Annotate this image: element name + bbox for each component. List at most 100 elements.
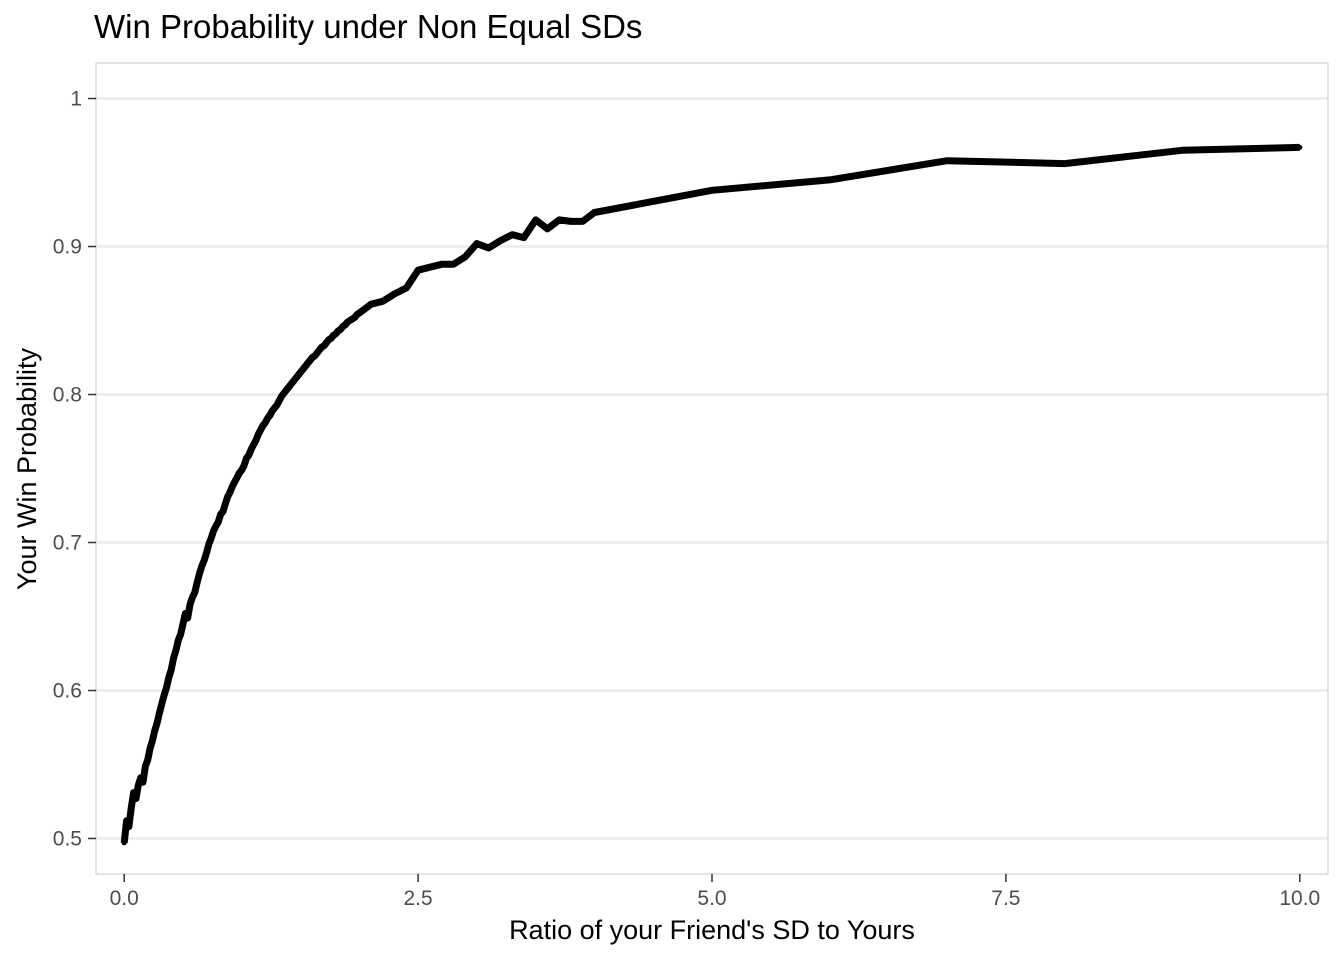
series-line bbox=[120, 143, 1300, 844]
data-point bbox=[262, 420, 268, 426]
data-point bbox=[187, 602, 193, 608]
data-point bbox=[474, 241, 480, 247]
data-point bbox=[197, 571, 202, 577]
data-point bbox=[149, 738, 155, 744]
data-point bbox=[556, 217, 562, 223]
x-tick-label: 2.5 bbox=[404, 887, 433, 910]
data-point bbox=[133, 796, 139, 801]
data-point bbox=[206, 541, 212, 547]
grid-lines bbox=[96, 97, 1328, 840]
data-points bbox=[121, 144, 1303, 846]
x-tick-label: 10.0 bbox=[1279, 887, 1320, 910]
y-tick-label: 0.6 bbox=[53, 679, 82, 702]
data-point bbox=[175, 637, 181, 643]
data-point bbox=[234, 474, 240, 480]
y-axis: 0.5 0.6 0.7 0.8 0.9 1 bbox=[53, 88, 96, 850]
data-point bbox=[126, 824, 132, 830]
data-point bbox=[182, 611, 188, 616]
data-point bbox=[229, 483, 235, 489]
data-point bbox=[255, 432, 261, 437]
y-tick-label: 0.8 bbox=[53, 384, 82, 407]
plot-panel bbox=[95, 62, 1329, 875]
data-point bbox=[246, 452, 252, 458]
data-point bbox=[128, 804, 134, 810]
x-tick-label: 7.5 bbox=[991, 887, 1020, 910]
data-point bbox=[124, 818, 130, 824]
data-point bbox=[194, 580, 200, 585]
y-tick-label: 0.7 bbox=[53, 531, 82, 554]
data-point bbox=[140, 779, 146, 785]
y-axis-title: Your Win Probability bbox=[12, 347, 42, 590]
data-point bbox=[227, 489, 233, 495]
data-point bbox=[1297, 144, 1303, 150]
data-point bbox=[253, 437, 259, 443]
y-tick-label: 1 bbox=[70, 88, 82, 111]
panel-border bbox=[95, 62, 1329, 875]
data-point bbox=[131, 790, 137, 796]
x-axis-title: Ratio of your Friend's SD to Yours bbox=[509, 915, 915, 945]
data-point bbox=[944, 158, 950, 164]
data-point bbox=[157, 710, 162, 716]
data-point bbox=[439, 261, 445, 267]
data-point bbox=[135, 782, 141, 788]
data-point bbox=[213, 523, 219, 529]
data-point bbox=[415, 267, 421, 273]
data-point bbox=[178, 631, 184, 637]
data-point bbox=[168, 667, 174, 673]
data-point bbox=[827, 177, 833, 183]
data-point bbox=[208, 535, 214, 541]
data-point bbox=[232, 479, 238, 485]
data-point bbox=[509, 232, 515, 238]
data-point bbox=[709, 187, 715, 193]
data-point bbox=[427, 264, 433, 270]
data-point bbox=[192, 590, 198, 596]
x-axis: 0.0 2.5 5.0 7.5 10.0 bbox=[110, 874, 1320, 910]
data-point bbox=[591, 210, 597, 215]
data-point bbox=[251, 442, 256, 448]
data-point bbox=[356, 310, 362, 316]
data-point bbox=[368, 301, 374, 307]
data-point bbox=[201, 557, 207, 563]
x-tick-label: 0.0 bbox=[110, 887, 139, 910]
data-point bbox=[544, 226, 550, 232]
data-point bbox=[267, 412, 273, 418]
data-point bbox=[147, 745, 153, 751]
data-point bbox=[380, 298, 386, 304]
data-point bbox=[450, 261, 456, 267]
chart-title: Win Probability under Non Equal SDs bbox=[94, 8, 642, 45]
data-point bbox=[171, 655, 177, 661]
data-point bbox=[497, 238, 503, 244]
data-point bbox=[568, 218, 574, 224]
data-point bbox=[258, 427, 264, 433]
data-point bbox=[533, 217, 539, 223]
x-tick-label: 5.0 bbox=[697, 887, 726, 910]
data-point bbox=[142, 763, 148, 769]
y-tick-label: 0.9 bbox=[53, 236, 82, 259]
y-tick-label: 0.5 bbox=[53, 827, 82, 850]
data-point bbox=[161, 692, 167, 698]
data-point bbox=[274, 402, 280, 408]
data-point bbox=[211, 528, 217, 534]
data-point bbox=[248, 446, 254, 452]
data-point bbox=[220, 508, 226, 514]
data-point bbox=[486, 245, 492, 251]
data-point bbox=[152, 727, 158, 733]
data-point bbox=[180, 621, 186, 627]
data-point bbox=[154, 720, 160, 726]
data-point bbox=[1179, 147, 1185, 153]
data-point bbox=[222, 501, 228, 507]
data-point bbox=[580, 218, 586, 224]
data-point bbox=[521, 235, 527, 241]
data-point bbox=[276, 397, 282, 403]
data-point bbox=[392, 291, 398, 297]
data-point bbox=[199, 563, 205, 569]
data-point bbox=[1062, 161, 1068, 167]
data-point bbox=[185, 615, 191, 621]
data-point bbox=[121, 840, 127, 846]
data-point bbox=[215, 519, 221, 525]
data-point bbox=[166, 674, 172, 680]
data-point bbox=[159, 701, 165, 707]
data-point bbox=[239, 467, 245, 473]
data-point bbox=[403, 285, 409, 291]
